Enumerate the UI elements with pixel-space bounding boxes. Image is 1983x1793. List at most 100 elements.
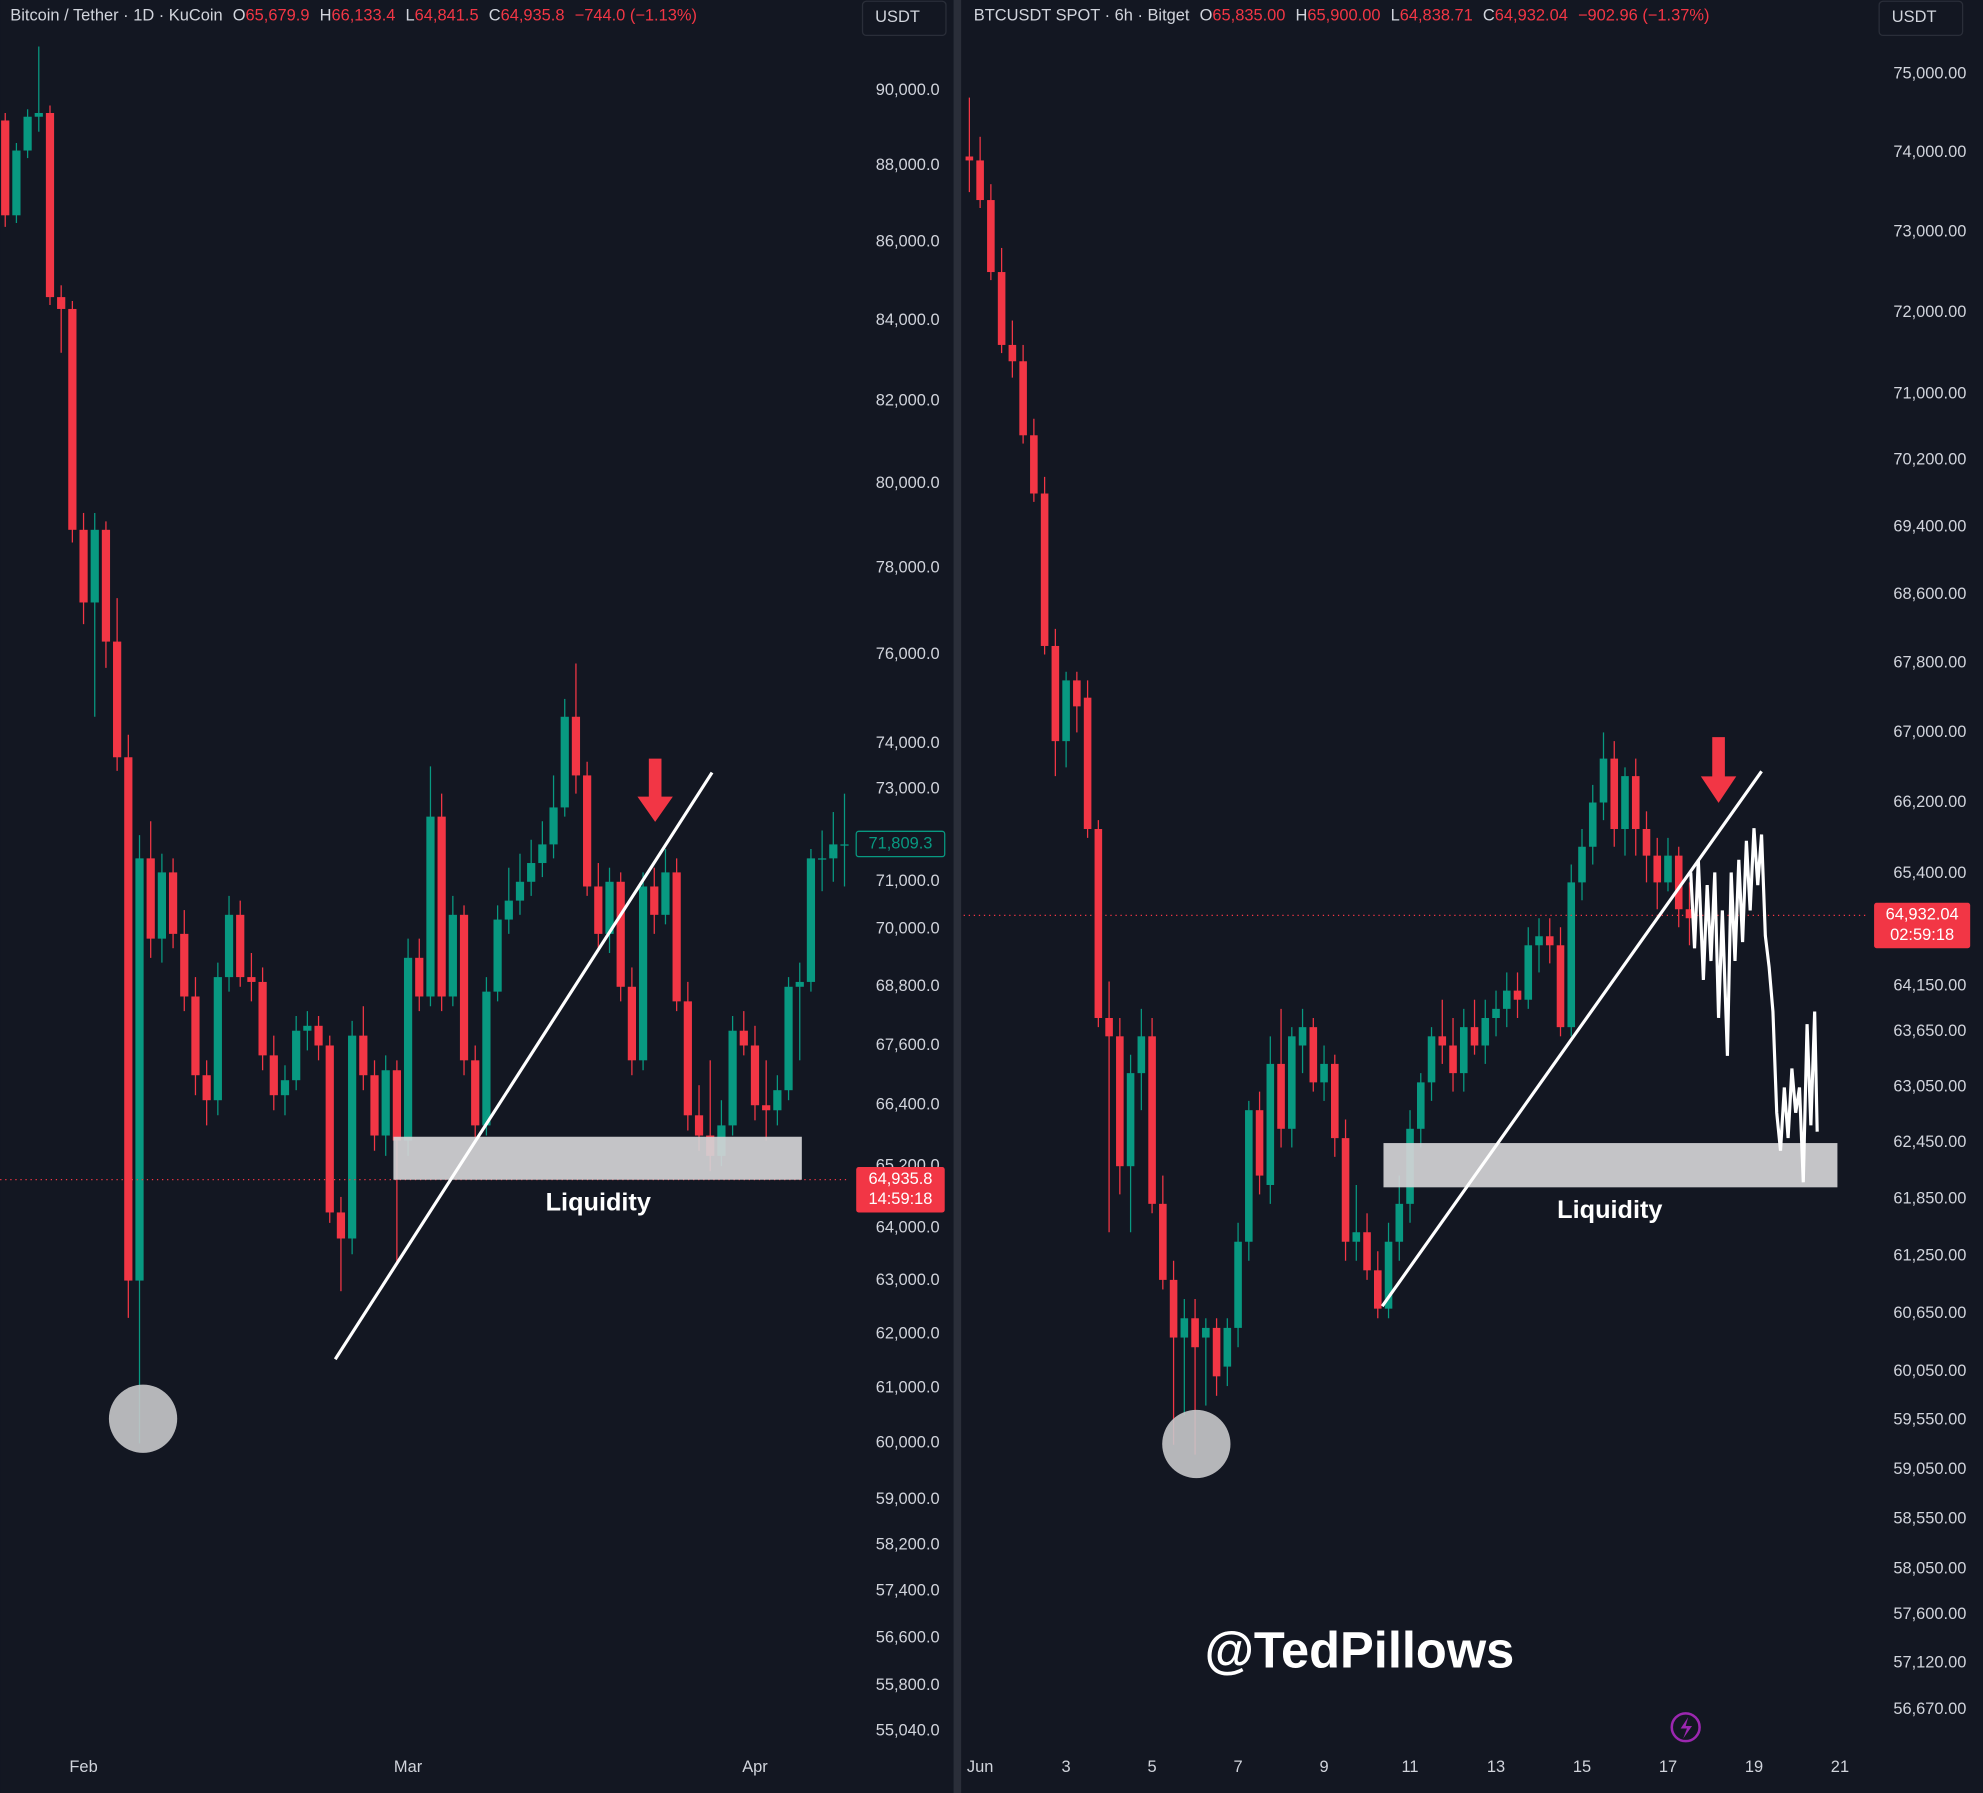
candle-body bbox=[818, 858, 827, 860]
change-value: −744.0 (−1.13%) bbox=[575, 7, 697, 25]
y-tick-label: 70,200.00 bbox=[1893, 451, 1966, 469]
y-tick-label: 71,000.0 bbox=[876, 872, 940, 890]
x-tick-label: 13 bbox=[1487, 1758, 1505, 1776]
candle-body bbox=[269, 1055, 278, 1096]
candle-body bbox=[1169, 1279, 1178, 1338]
y-tick-label: 60,000.0 bbox=[876, 1434, 940, 1452]
candle-body bbox=[795, 981, 804, 987]
candle-body bbox=[113, 641, 122, 758]
x-tick-label: 9 bbox=[1319, 1758, 1328, 1776]
candle-body bbox=[750, 1045, 760, 1106]
candle-body bbox=[146, 858, 155, 939]
currency-button[interactable] bbox=[1878, 0, 1964, 37]
candle-body bbox=[202, 1075, 211, 1101]
candle-body bbox=[493, 919, 502, 992]
candle-body bbox=[247, 977, 256, 982]
candle-body bbox=[1116, 1036, 1124, 1167]
candle-body bbox=[1212, 1327, 1221, 1377]
candle-body bbox=[79, 529, 88, 603]
candle-body bbox=[448, 914, 457, 997]
candle-body bbox=[965, 156, 974, 161]
candle-body bbox=[1030, 435, 1038, 494]
ohlc-key: O bbox=[233, 7, 246, 25]
annotations: Liquidity Liquidity @TedPillows bbox=[108, 737, 1838, 1743]
candle-body bbox=[34, 112, 43, 117]
y-tick-label: 55,800.0 bbox=[876, 1676, 940, 1694]
candle-body bbox=[1148, 1036, 1156, 1204]
ohlc-key: H bbox=[1296, 7, 1308, 25]
ohlc-value: 64,838.71 bbox=[1400, 7, 1473, 25]
candle-body bbox=[1083, 697, 1092, 830]
candle-body bbox=[280, 1080, 290, 1096]
y-tick-label: 68,600.00 bbox=[1893, 585, 1966, 603]
y-tick-label: 68,800.0 bbox=[876, 977, 940, 995]
x-tick-label: Jun bbox=[967, 1758, 993, 1776]
y-tick-label: 80,000.0 bbox=[876, 474, 940, 492]
candle-body bbox=[336, 1212, 346, 1239]
candle-body bbox=[1653, 855, 1662, 883]
candle-body bbox=[1, 120, 10, 216]
candle-body bbox=[1459, 1027, 1468, 1074]
candle-body bbox=[1674, 855, 1683, 910]
ohlc-value: 64,935.8 bbox=[501, 7, 565, 25]
currency-button[interactable] bbox=[861, 0, 947, 37]
y-tick-label: 71,000.00 bbox=[1893, 384, 1966, 402]
candle-body bbox=[90, 529, 99, 603]
candle-body bbox=[124, 757, 133, 1281]
candle-body bbox=[728, 1030, 737, 1126]
projected-path bbox=[1689, 828, 1819, 1183]
liquidity-zone bbox=[1383, 1143, 1838, 1188]
y-tick-label: 76,000.0 bbox=[876, 645, 940, 663]
candle-body bbox=[1642, 829, 1651, 856]
ohlc-value: 65,679.9 bbox=[246, 7, 310, 25]
liquidity-zone bbox=[393, 1136, 802, 1180]
ohlc-value: 64,932.04 bbox=[1495, 7, 1568, 25]
ohlc-key: L bbox=[406, 7, 415, 25]
candle-body bbox=[1513, 990, 1522, 1000]
candle-body bbox=[762, 1105, 771, 1111]
candle-body bbox=[1535, 936, 1543, 946]
y-tick-label: 67,800.00 bbox=[1893, 653, 1966, 671]
change-value: −902.96 (−1.37%) bbox=[1578, 7, 1709, 25]
candle-body bbox=[1266, 1063, 1275, 1185]
currency-label[interactable]: USDT bbox=[875, 8, 920, 26]
candle-body bbox=[1051, 645, 1060, 742]
candle-body bbox=[303, 1025, 312, 1031]
y-tick-label: 82,000.0 bbox=[876, 392, 940, 410]
candle-body bbox=[583, 775, 592, 887]
y-tick-label: 55,040.0 bbox=[876, 1722, 940, 1740]
last-price-label: 64,935.8 bbox=[868, 1170, 932, 1188]
candle-body bbox=[1524, 945, 1533, 1000]
candle-body bbox=[1094, 829, 1103, 1018]
panel-divider bbox=[953, 0, 962, 1793]
x-tick-label: Apr bbox=[742, 1758, 768, 1776]
candle-body bbox=[1352, 1232, 1361, 1242]
candle-body bbox=[683, 1001, 692, 1116]
candle-body bbox=[1008, 344, 1017, 362]
candle-body bbox=[997, 272, 1006, 345]
y-tick-label: 59,550.00 bbox=[1893, 1411, 1966, 1429]
candle-body bbox=[627, 986, 636, 1061]
down-arrow bbox=[1700, 737, 1737, 803]
last-price-box bbox=[1874, 902, 1971, 949]
candle-body bbox=[1664, 855, 1672, 883]
y-tick-label: 86,000.0 bbox=[876, 233, 940, 251]
candle-body bbox=[1599, 758, 1608, 803]
candle-body bbox=[1073, 680, 1081, 707]
x-tick-label: 11 bbox=[1402, 1758, 1419, 1776]
candle-body bbox=[1040, 493, 1049, 646]
candle-body bbox=[1245, 1110, 1253, 1242]
candle-body bbox=[1384, 1241, 1393, 1309]
y-tick-label: 74,000.0 bbox=[876, 734, 940, 752]
candle-body bbox=[415, 957, 424, 997]
x-tick-label: 7 bbox=[1233, 1758, 1242, 1776]
candle-body bbox=[1320, 1063, 1328, 1083]
candle-body bbox=[471, 1060, 480, 1126]
currency-label[interactable]: USDT bbox=[1892, 8, 1937, 26]
candle-body bbox=[1191, 1318, 1199, 1348]
x-tick-label: Feb bbox=[69, 1758, 97, 1776]
price-marker-box bbox=[855, 830, 946, 858]
candle-body bbox=[101, 529, 111, 642]
candle-body bbox=[1126, 1073, 1135, 1167]
y-tick-label: 90,000.0 bbox=[876, 81, 940, 99]
